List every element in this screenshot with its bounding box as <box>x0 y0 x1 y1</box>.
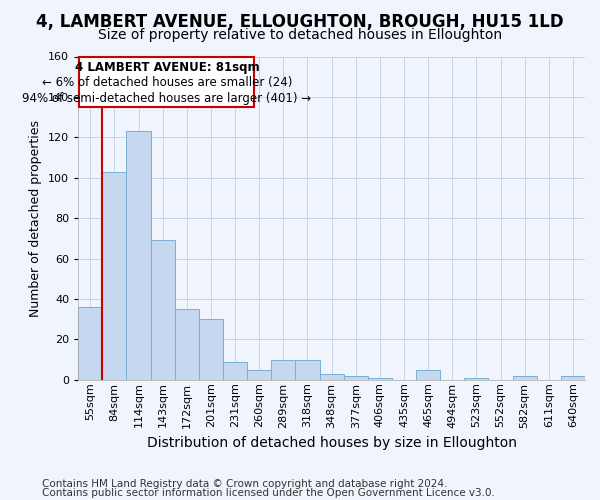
Bar <box>78 307 103 380</box>
Text: Size of property relative to detached houses in Elloughton: Size of property relative to detached ho… <box>98 28 502 42</box>
Bar <box>151 240 175 380</box>
Bar <box>368 378 392 380</box>
Bar <box>103 172 127 380</box>
Bar <box>344 376 368 380</box>
Text: Contains HM Land Registry data © Crown copyright and database right 2024.: Contains HM Land Registry data © Crown c… <box>42 479 448 489</box>
Bar <box>247 370 271 380</box>
Bar <box>223 362 247 380</box>
Bar <box>561 376 585 380</box>
Bar <box>199 319 223 380</box>
Bar <box>464 378 488 380</box>
Bar <box>320 374 344 380</box>
Bar <box>271 360 295 380</box>
Text: ← 6% of detached houses are smaller (24): ← 6% of detached houses are smaller (24) <box>41 76 292 90</box>
X-axis label: Distribution of detached houses by size in Elloughton: Distribution of detached houses by size … <box>146 436 517 450</box>
Text: 4, LAMBERT AVENUE, ELLOUGHTON, BROUGH, HU15 1LD: 4, LAMBERT AVENUE, ELLOUGHTON, BROUGH, H… <box>36 12 564 30</box>
Y-axis label: Number of detached properties: Number of detached properties <box>29 120 43 316</box>
FancyBboxPatch shape <box>79 56 254 107</box>
Bar <box>127 132 151 380</box>
Text: 4 LAMBERT AVENUE: 81sqm: 4 LAMBERT AVENUE: 81sqm <box>74 60 259 74</box>
Text: 94% of semi-detached houses are larger (401) →: 94% of semi-detached houses are larger (… <box>22 92 311 105</box>
Bar <box>416 370 440 380</box>
Bar <box>175 309 199 380</box>
Bar <box>512 376 537 380</box>
Text: Contains public sector information licensed under the Open Government Licence v3: Contains public sector information licen… <box>42 488 495 498</box>
Bar <box>295 360 320 380</box>
